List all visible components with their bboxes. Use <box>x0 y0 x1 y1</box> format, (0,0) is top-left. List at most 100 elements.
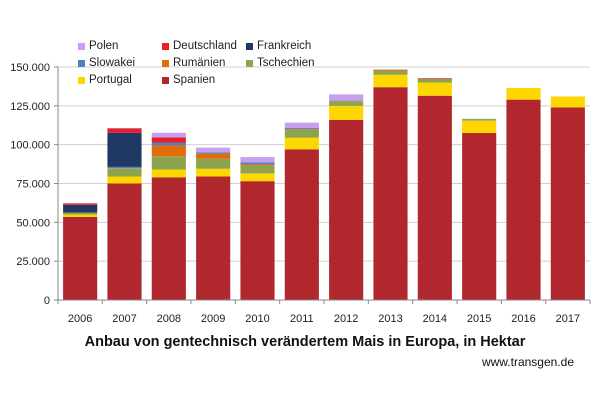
bar-spanien-2009 <box>196 176 231 300</box>
bar-portugal-2007 <box>107 176 142 184</box>
bar-deutschland-2006 <box>63 203 98 205</box>
legend-swatch <box>78 42 85 50</box>
bar-portugal-2010 <box>240 173 275 182</box>
bar-portugal-2012 <box>329 105 364 120</box>
bar-portugal-2006 <box>63 214 98 217</box>
legend-item-frankreich: Frankreich <box>246 40 311 52</box>
bar-spanien-2011 <box>284 149 319 300</box>
bar-tschechien-2012 <box>329 101 364 106</box>
bar-rumänien-2011 <box>284 129 319 130</box>
bar-deutschland-2008 <box>151 137 186 143</box>
bar-tschechien-2009 <box>196 158 231 169</box>
x-tick-label: 2006 <box>68 313 92 325</box>
bar-rumänien-2013 <box>373 69 408 71</box>
gridlines <box>58 66 590 262</box>
bar-tschechien-2008 <box>151 156 186 170</box>
bar-spanien-2013 <box>373 87 408 301</box>
legend-item-spanien: Spanien <box>162 74 215 86</box>
bar-portugal-2013 <box>373 74 408 88</box>
bar-polen-2009 <box>196 147 231 153</box>
bar-deutschland-2007 <box>107 128 142 133</box>
bar-spanien-2010 <box>240 181 275 300</box>
bar-tschechien-2013 <box>373 70 408 75</box>
x-tick-label: 2011 <box>290 313 314 325</box>
y-tick-label: 0 <box>44 295 50 307</box>
legend-swatch <box>78 59 85 67</box>
x-tick-label: 2012 <box>334 313 358 325</box>
chart-title: Anbau von gentechnisch verändertem Mais … <box>84 334 526 350</box>
legend-swatch <box>162 59 169 67</box>
bar-rumänien-2014 <box>417 78 452 80</box>
y-tick-label: 50.000 <box>16 217 50 229</box>
bar-tschechien-2011 <box>284 129 319 138</box>
x-axis-ticks: 2006 2007 2008 2009 2010 2011 2012 2013 2014 2015… <box>57 300 591 325</box>
bar-polen-2010 <box>240 157 275 163</box>
bar-tschechien-2007 <box>107 168 142 177</box>
x-tick-label: 2015 <box>467 313 491 325</box>
x-tick-label: 2010 <box>245 313 269 325</box>
x-tick-label: 2013 <box>378 313 402 325</box>
legend-item-portugal: Portugal <box>78 74 132 86</box>
legend-label: Portugal <box>89 74 132 86</box>
bar-slowakei-2008 <box>151 142 186 146</box>
bar-tschechien-2015 <box>462 119 497 121</box>
x-tick-label: 2008 <box>157 313 181 325</box>
source-label: www.transgen.de <box>481 355 574 369</box>
x-tick-label: 2016 <box>511 313 535 325</box>
legend-item-rumänien: Rumänien <box>162 57 225 69</box>
legend-label: Rumänien <box>173 57 226 69</box>
legend-swatch <box>246 59 253 67</box>
y-tick-label: 125.000 <box>10 101 50 113</box>
bar-rumänien-2009 <box>196 153 231 159</box>
legend-item-polen: Polen <box>78 40 118 52</box>
legend-item-slowakei: Slowakei <box>78 57 135 69</box>
bars <box>63 69 585 301</box>
legend-label: Tschechien <box>257 57 315 69</box>
bar-spanien-2008 <box>151 177 186 300</box>
x-tick-label: 2007 <box>112 313 136 325</box>
bar-portugal-2014 <box>417 82 452 96</box>
x-tick-label: 2009 <box>201 313 225 325</box>
bar-polen-2012 <box>329 94 364 101</box>
legend-item-deutschland: Deutschland <box>162 40 237 52</box>
bar-polen-2011 <box>284 122 319 129</box>
y-tick-label: 150.000 <box>10 62 50 74</box>
bar-slowakei-2007 <box>107 166 142 169</box>
legend-label: Slowakei <box>89 57 136 69</box>
bar-portugal-2017 <box>550 96 585 108</box>
bar-rumänien-2008 <box>151 145 186 157</box>
bar-slowakei-2011 <box>284 128 319 130</box>
y-tick-label: 75.000 <box>16 179 50 191</box>
bar-frankreich-2006 <box>63 204 98 213</box>
bar-spanien-2007 <box>107 183 142 300</box>
y-tick-label: 100.000 <box>10 140 50 152</box>
bar-tschechien-2010 <box>240 165 275 174</box>
bar-spanien-2014 <box>417 95 452 300</box>
legend-label: Deutschland <box>173 40 237 52</box>
bar-polen-2008 <box>151 132 186 138</box>
y-axis-ticks: 0 25.000 50.000 75.000 100.000 125.000 150.000 <box>10 62 58 307</box>
legend-label: Spanien <box>173 74 216 86</box>
legend-swatch <box>162 76 169 84</box>
bar-tschechien-2014 <box>417 79 452 83</box>
bar-spanien-2012 <box>329 119 364 301</box>
legend-swatch <box>246 42 253 50</box>
x-tick-label: 2017 <box>556 313 580 325</box>
legend-swatch <box>162 42 169 50</box>
legend-swatch <box>78 76 85 84</box>
legend-label: Frankreich <box>257 40 312 52</box>
legend-label: Polen <box>89 40 119 52</box>
bar-portugal-2011 <box>284 137 319 150</box>
bar-slowakei-2014 <box>417 78 452 79</box>
bar-portugal-2009 <box>196 168 231 177</box>
bar-portugal-2015 <box>462 120 497 134</box>
y-tick-label: 25.000 <box>16 256 50 268</box>
bar-frankreich-2007 <box>107 132 142 167</box>
bar-spanien-2015 <box>462 133 497 300</box>
bar-rumänien-2010 <box>240 164 275 166</box>
bar-spanien-2017 <box>550 107 585 301</box>
bar-portugal-2008 <box>151 169 186 178</box>
legend-item-tschechien: Tschechien <box>246 57 315 69</box>
x-tick-label: 2014 <box>423 313 447 325</box>
